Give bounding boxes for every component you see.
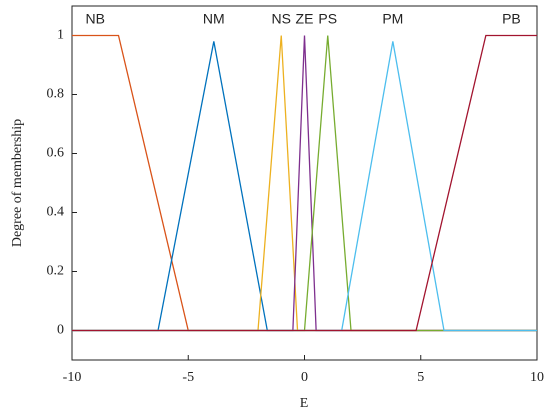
y-tick-label: 0 — [57, 323, 64, 338]
series-label: ZE — [296, 11, 314, 27]
y-tick-label: 0.2 — [47, 264, 65, 279]
y-tick-label: 0.4 — [47, 205, 65, 220]
series-label: NM — [203, 11, 225, 27]
series-label: NB — [86, 11, 105, 27]
membership-line — [72, 41, 537, 332]
series-label: PS — [318, 11, 337, 27]
membership-line — [72, 35, 537, 332]
x-axis-label: E — [300, 396, 309, 411]
membership-line — [72, 41, 537, 332]
membership-line — [72, 35, 537, 332]
x-tick-label: -10 — [63, 370, 82, 385]
plot-frame — [71, 5, 538, 361]
series-label: PB — [502, 11, 521, 27]
membership-line — [72, 34, 537, 332]
x-tick-label: -5 — [182, 370, 194, 385]
y-tick-label: 0.8 — [47, 87, 65, 102]
y-tick-label: 1 — [57, 28, 64, 43]
series-label: PM — [382, 11, 403, 27]
x-tick-label: 10 — [530, 370, 544, 385]
y-tick-label: 0.6 — [47, 146, 65, 161]
membership-line — [72, 34, 537, 332]
x-tick-label: 0 — [301, 370, 308, 385]
membership-line — [72, 35, 537, 332]
y-axis-label: Degree of membership — [10, 119, 25, 247]
x-tick-label: 5 — [417, 370, 424, 385]
series-label: NS — [272, 11, 291, 27]
